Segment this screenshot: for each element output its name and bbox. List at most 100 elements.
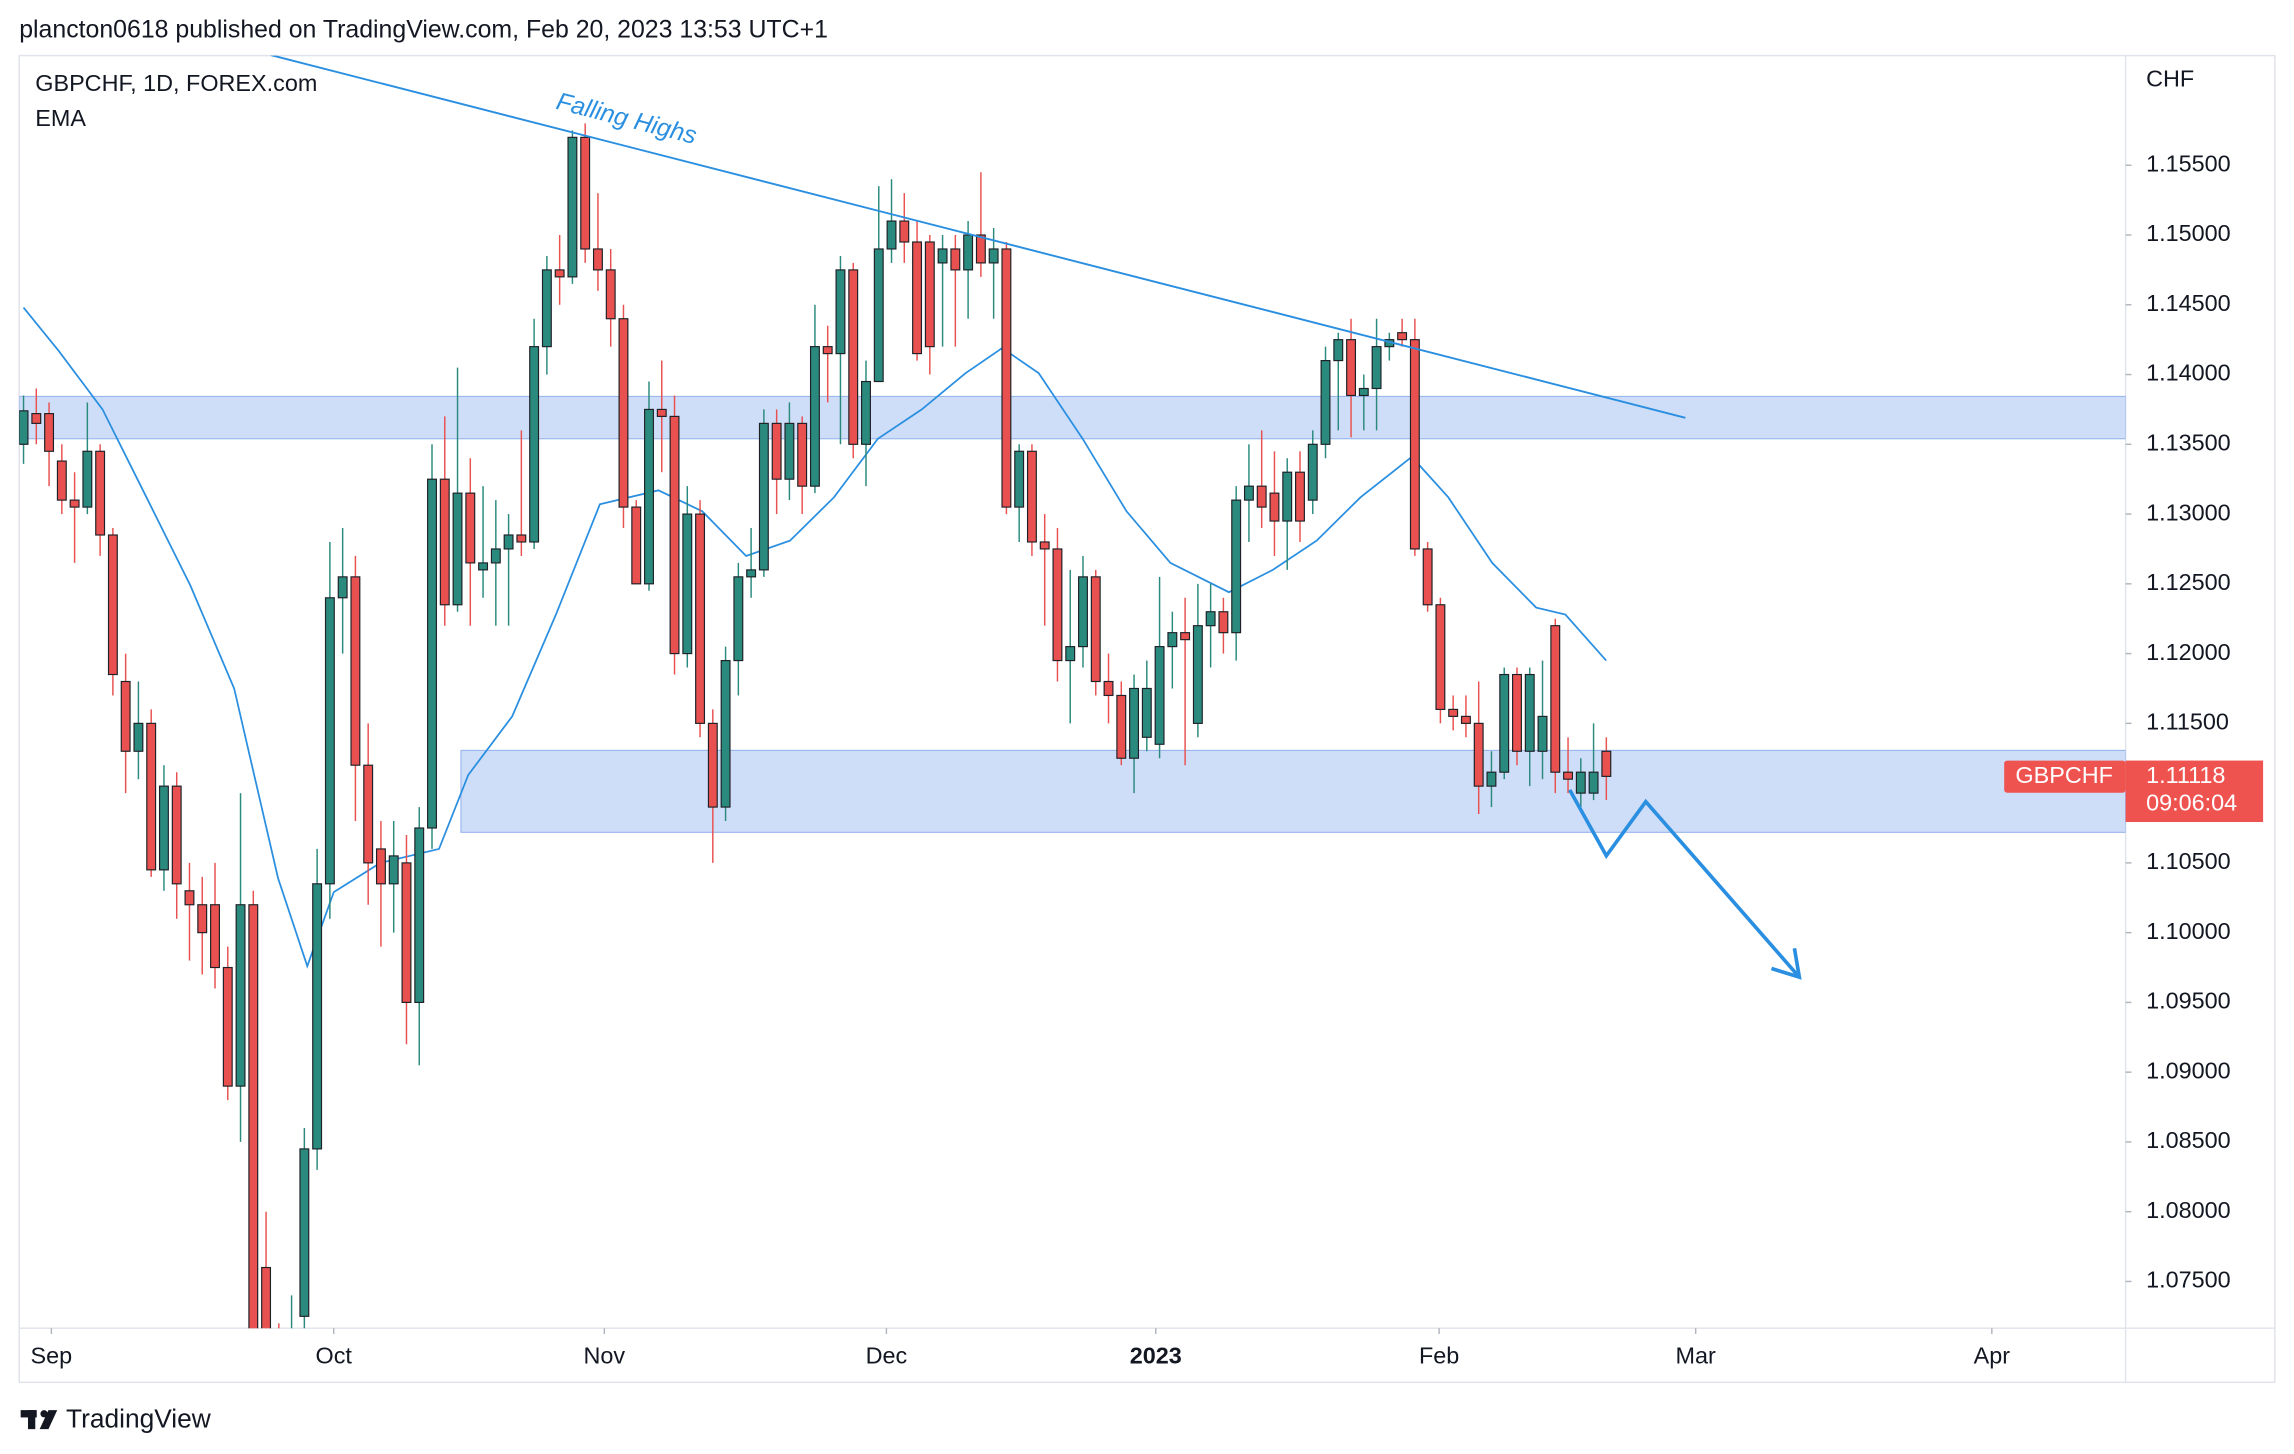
y-tick-label: 1.13500 <box>2146 429 2231 455</box>
candle-body <box>1256 485 1267 508</box>
candle-body <box>975 234 986 264</box>
candle-body <box>886 220 897 250</box>
candle-body <box>1550 625 1561 773</box>
candle-body <box>809 346 820 487</box>
candle-body <box>465 492 476 564</box>
y-tick-label: 1.15500 <box>2146 150 2231 176</box>
candle-body <box>861 380 871 445</box>
candle-body <box>1460 715 1471 724</box>
candle-body <box>695 513 706 724</box>
x-tick-label: Oct <box>316 1343 353 1369</box>
candle-body <box>682 513 693 655</box>
y-tick-label: 1.07500 <box>2146 1267 2231 1293</box>
candle-body <box>31 413 42 424</box>
symbol-tag-label: GBPCHF <box>2015 762 2112 788</box>
candle-body <box>1078 576 1088 648</box>
candle-body <box>146 722 157 871</box>
candle-body <box>44 413 55 452</box>
candle-body <box>1448 708 1459 717</box>
candle-body <box>1192 625 1203 724</box>
brand-name: TradingView <box>66 1403 212 1433</box>
y-tick-label: 1.14500 <box>2146 290 2231 316</box>
candle-body <box>1039 541 1050 550</box>
candle-body <box>337 576 348 599</box>
candle-body <box>1090 576 1101 683</box>
y-tick-label: 1.11500 <box>2146 709 2229 735</box>
candle-body <box>197 904 208 934</box>
candle-body <box>1333 339 1344 362</box>
brand-logo <box>20 1410 58 1430</box>
candle-body <box>848 269 859 445</box>
candle-body <box>580 136 591 250</box>
candle-body <box>324 597 335 885</box>
candle-body <box>1524 673 1535 752</box>
candle-body <box>963 234 974 271</box>
candle-body <box>19 410 29 445</box>
candle-body <box>490 548 501 564</box>
candle-body <box>1295 471 1305 522</box>
candle-body <box>1116 694 1127 759</box>
candle-body <box>56 460 67 501</box>
candle-body <box>312 883 323 1150</box>
candle-body <box>287 1351 296 1421</box>
ema-line <box>22 307 1607 969</box>
y-tick-label: 1.14000 <box>2146 360 2231 386</box>
candle-body <box>375 848 386 885</box>
y-tick-label: 1.09000 <box>2146 1057 2231 1083</box>
candle-body <box>1563 771 1574 780</box>
candle-body <box>261 1266 272 1329</box>
chart-frame <box>18 54 2276 1384</box>
candle-body <box>158 785 169 871</box>
price-zone <box>460 749 2126 833</box>
candle-body <box>733 576 744 662</box>
candle-body <box>529 346 540 543</box>
candle-body <box>1231 499 1242 634</box>
candle-body <box>707 722 718 808</box>
candle-body <box>1180 632 1191 641</box>
candle-body <box>222 966 233 1087</box>
candle-body <box>439 478 450 606</box>
x-tick-label: Dec <box>866 1343 908 1369</box>
y-tick-label: 1.08500 <box>2146 1127 2231 1153</box>
candle-body <box>1269 492 1280 522</box>
candle-body <box>107 534 118 676</box>
y-tick-label: 1.09500 <box>2146 988 2231 1014</box>
candle-body <box>82 450 93 508</box>
candle-body <box>1397 332 1408 341</box>
candle-body <box>235 904 246 1087</box>
candle-body <box>299 1148 310 1317</box>
y-tick-label: 1.08000 <box>2146 1197 2231 1223</box>
y-tick-label: 1.13000 <box>2146 499 2231 525</box>
x-tick-label: Sep <box>31 1343 73 1369</box>
candle-body <box>210 904 220 969</box>
candle-body <box>95 450 106 536</box>
candle-body <box>541 269 552 348</box>
x-tick-label: Mar <box>1676 1343 1716 1369</box>
currency-label: CHF <box>2146 66 2194 92</box>
candle-body <box>414 827 425 1003</box>
y-tick-label: 1.10500 <box>2146 848 2231 874</box>
x-tick-label: Apr <box>1974 1343 2011 1369</box>
candle-body <box>720 659 731 808</box>
candle-body <box>912 241 923 355</box>
candle-body <box>656 408 667 417</box>
candle-body <box>835 269 846 355</box>
candle-body <box>988 248 999 264</box>
x-tick-label: 2023 <box>1130 1343 1182 1369</box>
candle-body <box>1473 722 1484 787</box>
candle-body <box>924 241 935 348</box>
candle-body <box>1307 443 1318 501</box>
countdown-label: 09:06:04 <box>2146 790 2237 816</box>
candle-body <box>1218 611 1229 634</box>
symbol-tag <box>2004 760 2126 793</box>
axis-header-bg <box>2129 58 2274 112</box>
candle-body <box>503 534 514 550</box>
projection-arrowhead <box>1770 948 1802 980</box>
candle-body <box>554 269 565 278</box>
candle-body <box>1601 750 1612 777</box>
projection-arrow <box>1568 789 1801 979</box>
candle-body <box>746 569 757 578</box>
candle-body <box>1103 680 1114 697</box>
